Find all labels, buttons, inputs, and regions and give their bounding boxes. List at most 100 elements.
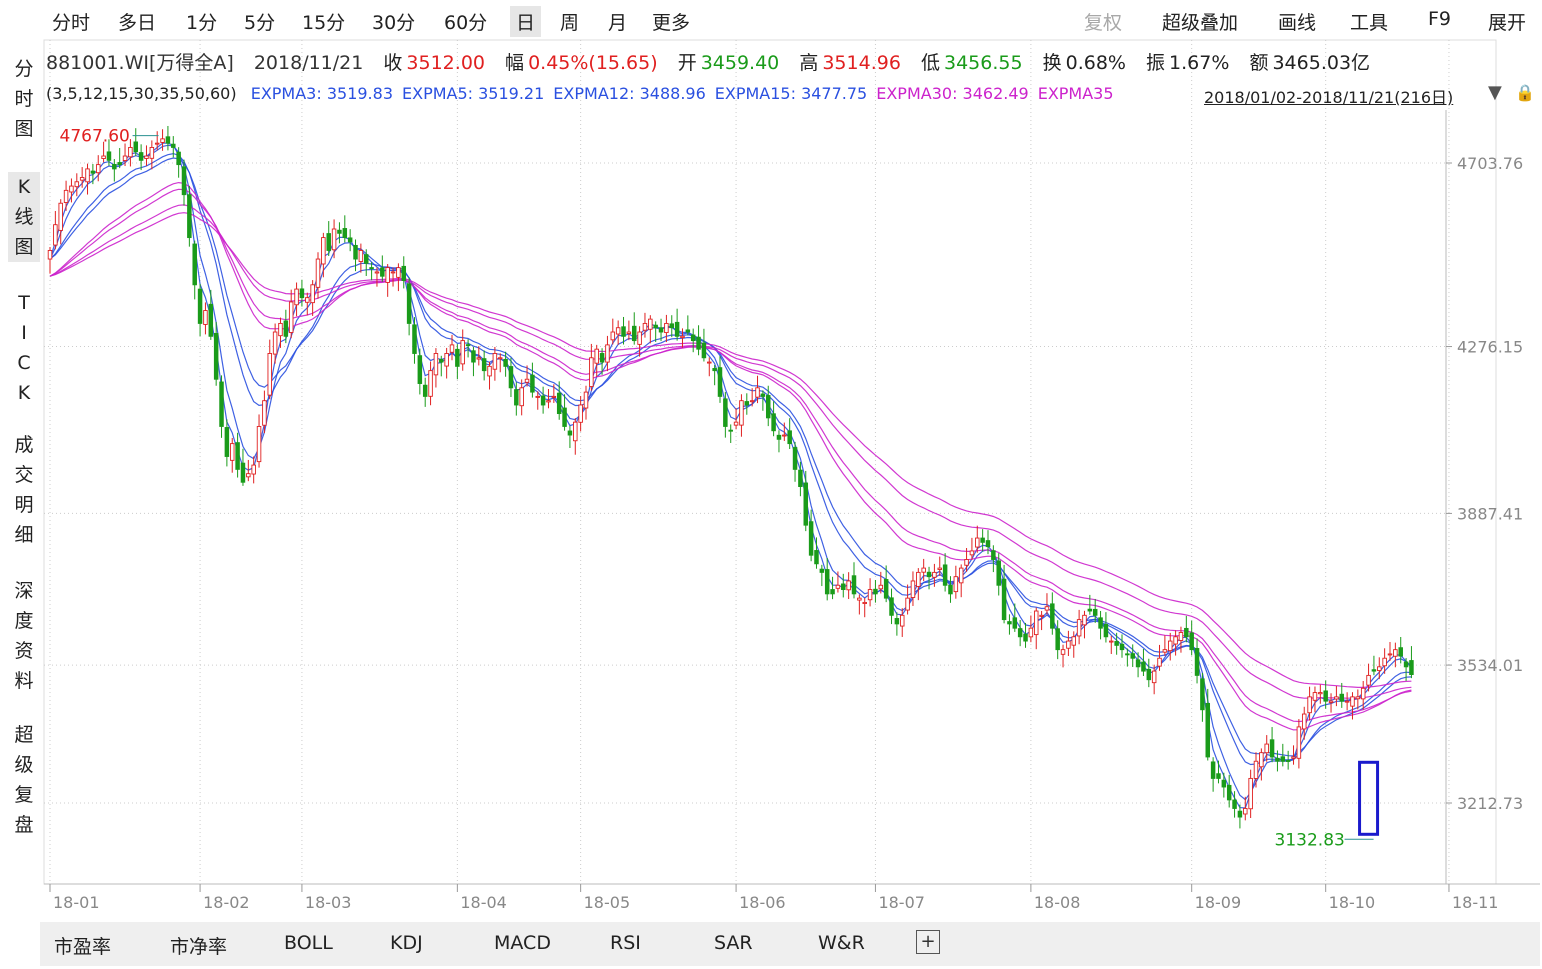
sidebar-item-2[interactable]: T I C K xyxy=(17,292,31,404)
period-tab-7[interactable]: 日 xyxy=(510,6,542,37)
candle-body-175 xyxy=(985,540,991,548)
candle-body-209 xyxy=(1167,640,1173,652)
indicator-tab-5[interactable]: RSI xyxy=(610,932,641,954)
period-tab-5[interactable]: 30分 xyxy=(372,12,416,34)
candle-body-5 xyxy=(74,181,80,188)
candle-body-253 xyxy=(1403,661,1409,668)
indicator-tab-0[interactable]: 市盈率 xyxy=(54,936,112,958)
candle-body-19 xyxy=(149,146,155,159)
candle-body-41 xyxy=(267,353,273,396)
period-tab-1[interactable]: 多日 xyxy=(118,12,157,34)
candle-body-52 xyxy=(326,233,331,251)
x-tick-label-7: 18-08 xyxy=(1034,893,1081,912)
sidebar-item-3[interactable]: 成 交 明 细 xyxy=(14,434,34,546)
indicator-tab-6[interactable]: SAR xyxy=(714,932,753,954)
indicator-tab-3[interactable]: KDJ xyxy=(390,932,423,954)
y-tick-label-3: 3534.01 xyxy=(1457,656,1523,675)
candle-body-206 xyxy=(1151,670,1157,684)
candle-body-32 xyxy=(219,381,224,427)
candle-body-1 xyxy=(53,224,58,246)
candle-body-137 xyxy=(782,434,787,437)
candle-body-15 xyxy=(128,146,133,158)
sidebar-item-4[interactable]: 深 度 资 料 xyxy=(14,580,34,692)
period-tab-8[interactable]: 周 xyxy=(560,12,580,34)
period-tab-9[interactable]: 月 xyxy=(608,12,628,34)
candle-body-138 xyxy=(787,430,792,445)
high-label: 高 xyxy=(799,52,819,74)
indicator-tab-7[interactable]: W&R xyxy=(818,932,865,954)
open-value: 3459.40 xyxy=(700,52,780,74)
candle-body-176 xyxy=(991,550,996,560)
candle-body-207 xyxy=(1157,657,1162,667)
candle-body-120 xyxy=(690,334,696,342)
tool-button-2[interactable]: 画线 xyxy=(1278,12,1317,34)
chart-axes: 4703.76 4276.15 3887.41 3534.01 3212.73 18-01… xyxy=(44,110,1540,912)
candle-body-192 xyxy=(1076,619,1082,637)
tool-button-5[interactable]: 展开 xyxy=(1488,12,1527,34)
quote-line: 881001.WI[万得全A] 2018/11/21 收 3512.00 幅 0.4… xyxy=(46,48,1384,75)
candle-body-178 xyxy=(1001,578,1007,621)
candle-body-10 xyxy=(101,155,106,159)
period-tab-0[interactable]: 分时 xyxy=(52,12,91,34)
expma-value-0: EXPMA3: 3519.83 xyxy=(250,84,393,103)
candle-body-86 xyxy=(508,366,514,389)
indicator-tab-4[interactable]: MACD xyxy=(494,932,551,954)
candle-body-70 xyxy=(422,384,428,397)
period-tab-2[interactable]: 1分 xyxy=(186,12,218,34)
tool-button-0[interactable]: 复权 xyxy=(1084,12,1123,34)
candle-body-151 xyxy=(857,597,862,601)
candle-body-217 xyxy=(1210,761,1216,779)
candle-body-208 xyxy=(1162,649,1168,653)
candle-body-113 xyxy=(653,324,658,329)
candle-body-111 xyxy=(642,322,648,331)
candle-body-85 xyxy=(503,358,508,367)
candle-body-155 xyxy=(878,584,884,590)
tool-button-4[interactable]: F9 xyxy=(1428,8,1452,30)
period-tab-3[interactable]: 5分 xyxy=(244,12,276,34)
candle-body-104 xyxy=(605,344,610,363)
candle-body-69 xyxy=(417,355,423,384)
plot-frame xyxy=(43,39,1497,885)
candle-body-247 xyxy=(1371,669,1377,672)
candle-body-144 xyxy=(819,568,825,573)
period-tab-4[interactable]: 15分 xyxy=(302,12,346,34)
candle-body-42 xyxy=(272,331,278,355)
period-tab-6[interactable]: 60分 xyxy=(444,12,488,34)
tool-button-3[interactable]: 工具 xyxy=(1350,12,1389,34)
add-indicator-icon[interactable]: + xyxy=(916,930,940,954)
indicator-tab-2[interactable]: BOLL xyxy=(284,932,333,954)
candle-body-223 xyxy=(1243,808,1248,815)
chart-annotations: 4767.60 3132.83 xyxy=(60,127,1380,850)
candle-body-135 xyxy=(771,413,776,432)
tool-button-1[interactable]: 超级叠加 xyxy=(1162,12,1239,34)
lock-icon[interactable]: 🔒 xyxy=(1515,83,1535,102)
candle-body-25 xyxy=(181,166,187,196)
candle-body-252 xyxy=(1398,647,1403,657)
candle-body-195 xyxy=(1092,608,1098,616)
candle-body-191 xyxy=(1071,636,1077,646)
indicator-tab-1[interactable]: 市净率 xyxy=(170,936,228,958)
date-range-text[interactable]: 2018/01/02-2018/11/21(216日) xyxy=(1204,88,1454,107)
candle-body-116 xyxy=(669,323,675,329)
candle-body-50 xyxy=(315,258,321,288)
turnover-value: 0.68% xyxy=(1065,52,1126,74)
candle-body-94 xyxy=(551,395,557,398)
candle-body-216 xyxy=(1205,702,1211,758)
candle-body-139 xyxy=(792,447,798,470)
sidebar-item-0[interactable]: 分 时 图 xyxy=(14,58,34,140)
stock-code: 881001.WI[万得全A] xyxy=(46,52,234,74)
candle-body-166 xyxy=(937,567,943,570)
candle-body-18 xyxy=(144,155,149,159)
period-tab-10[interactable]: 更多 xyxy=(652,12,691,34)
candle-body-177 xyxy=(996,560,1001,586)
y-tick-label-2: 3887.41 xyxy=(1457,504,1523,523)
triangle-down-icon[interactable]: ▼ xyxy=(1488,82,1502,103)
candle-body-63 xyxy=(385,267,390,283)
candle-body-248 xyxy=(1377,666,1382,671)
sidebar-item-1[interactable]: K 线 图 xyxy=(8,172,40,262)
candle-body-141 xyxy=(803,482,809,526)
candle-body-53 xyxy=(331,228,337,251)
candle-body-110 xyxy=(637,331,642,345)
sidebar-item-5[interactable]: 超 级 复 盘 xyxy=(14,724,34,836)
